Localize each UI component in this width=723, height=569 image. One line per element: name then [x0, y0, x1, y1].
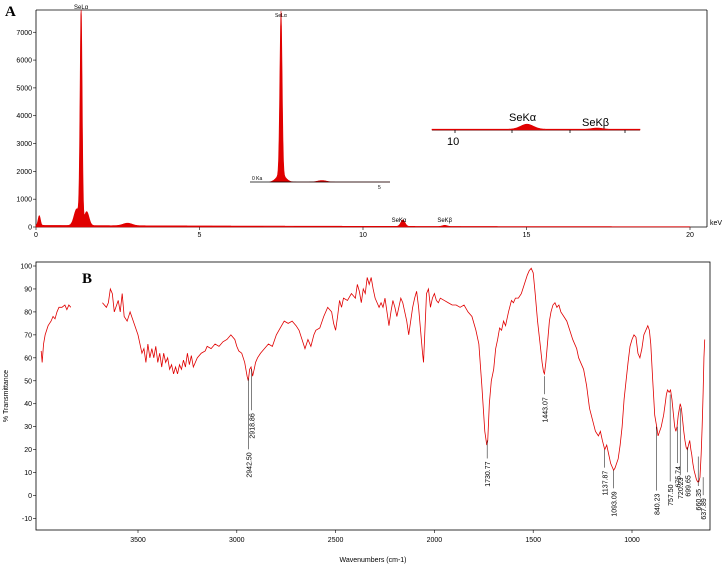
inset-sel-spectrum	[269, 10, 390, 183]
peak-wavenumber-label: 1137.87	[603, 471, 610, 496]
inset-sel-peak-label: SeLα	[275, 13, 287, 19]
y-tick-label: 30	[24, 424, 32, 431]
peak-wavenumber-label: 1093.09	[612, 491, 619, 516]
spectrum-peak-label: SeKβ	[437, 218, 452, 224]
inset-sel-axis-end-label: 5	[378, 185, 381, 191]
peak-wavenumber-label: 840.23	[654, 494, 661, 516]
x-tick-label: 1000	[624, 537, 640, 544]
inset-sel-peak-area	[269, 10, 390, 183]
panel-b-x-label: Wavenumbers (cm-1)	[339, 557, 406, 564]
panel-a-annotations: SeLα SeKα SeKβ	[74, 5, 453, 224]
panel-a-eds-spectrum: A 0 1000 2000 3000 4000 5000 6000 7000 0 5 10 15 20…	[5, 4, 722, 239]
y-tick-label: 3000	[16, 141, 32, 148]
x-tick-label: 2000	[427, 537, 443, 544]
y-tick-label: -10	[22, 516, 32, 523]
x-tick-label: 1500	[525, 537, 541, 544]
panel-b-frame	[35, 261, 711, 531]
ftir-spectrum-line	[40, 304, 72, 363]
panel-a-spectrum	[35, 9, 691, 228]
x-tick-label: 20	[686, 232, 694, 239]
y-tick-label: 80	[24, 309, 32, 316]
y-tick-label: 7000	[16, 30, 32, 37]
panel-a-label: A	[5, 4, 16, 20]
panel-a-x-unit: keV	[710, 220, 722, 227]
inset-sek-kalpha-label: SeKα	[509, 112, 537, 124]
panel-b-x-ticks: 3500 3000 2500 2000 1500 1000	[130, 530, 640, 544]
panel-b-y-ticks: -10 0 10 20 30 40 50 60 70 80 90 100	[20, 264, 36, 523]
inset-sel-axis-start-label: 0 Ka	[252, 176, 263, 182]
peak-wavenumber-label: 757.50	[668, 484, 675, 506]
inset-sek-region: 10 SeKα SeKβ	[431, 112, 641, 148]
peak-wavenumber-label: 675.74	[675, 466, 682, 488]
y-tick-label: 5000	[16, 85, 32, 92]
x-tick-label: 5	[198, 232, 202, 239]
peak-wavenumber-label: 660.35	[696, 489, 703, 511]
y-tick-label: 6000	[16, 58, 32, 65]
y-tick-label: 100	[20, 264, 32, 271]
y-tick-label: 50	[24, 378, 32, 385]
y-tick-label: 0	[28, 225, 32, 232]
y-tick-label: 2000	[16, 169, 32, 176]
x-tick-label: 3000	[229, 537, 245, 544]
x-tick-label: 2500	[328, 537, 344, 544]
inset-sek-kbeta-label: SeKβ	[582, 117, 609, 129]
peak-wavenumber-label: 2942.50	[246, 452, 253, 477]
peak-wavenumber-label: 2918.86	[250, 413, 257, 438]
peak-wavenumber-label: 1730.77	[485, 461, 492, 486]
x-tick-label: 3500	[130, 537, 146, 544]
y-tick-label: 20	[24, 447, 32, 454]
y-tick-label: 10	[24, 470, 32, 477]
spectrum-peak-label: SeLα	[74, 5, 89, 11]
y-tick-label: 60	[24, 355, 32, 362]
panel-b-label: B	[82, 271, 92, 287]
y-tick-label: 1000	[16, 197, 32, 204]
panel-b-spectrum	[40, 267, 706, 483]
panel-a-y-ticks: 0 1000 2000 3000 4000 5000 6000 7000	[16, 30, 36, 232]
peak-wavenumber-label: 720.23	[678, 477, 685, 499]
inset-sel-region: SeLα 0 Ka 5	[250, 10, 390, 191]
panel-b-peak-annotations: 2942.50 2918.86 1730.77 1443.07 1137.871093.…	[246, 369, 708, 520]
panel-a-x-ticks: 0 5 10 15 20	[34, 227, 694, 239]
inset-sek-peak-area	[431, 123, 641, 131]
inset-sek-spectrum	[431, 123, 641, 133]
panel-b-ftir-spectrum: B % Transmittance Wavenumbers (cm-1) -10…	[3, 261, 711, 564]
peak-wavenumber-label: 699.65	[685, 475, 692, 497]
y-tick-label: 4000	[16, 113, 32, 120]
spectrum-peak-label: SeKα	[392, 218, 407, 224]
x-tick-label: 0	[34, 232, 38, 239]
ftir-spectrum-line	[102, 267, 706, 483]
y-tick-label: 90	[24, 286, 32, 293]
peak-wavenumber-label: 637.89	[701, 498, 708, 520]
eds-spectrum-area	[35, 9, 691, 228]
peak-wavenumber-label: 1443.07	[542, 397, 549, 422]
panel-b-y-label: % Transmittance	[3, 370, 10, 422]
y-tick-label: 40	[24, 401, 32, 408]
y-tick-label: 0	[28, 493, 32, 500]
y-tick-label: 70	[24, 332, 32, 339]
x-tick-label: 15	[523, 232, 531, 239]
x-tick-label: 10	[359, 232, 367, 239]
inset-sek-axis-label: 10	[447, 136, 459, 148]
